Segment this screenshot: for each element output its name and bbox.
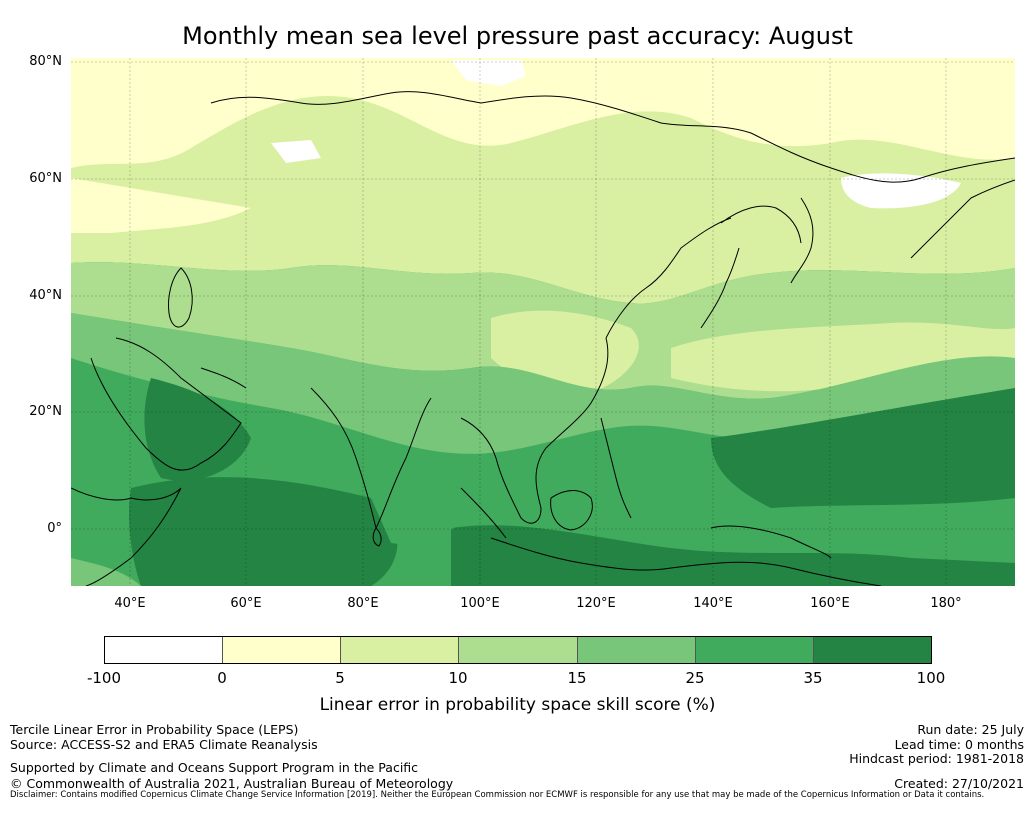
colorbar-tick: 25 (685, 669, 705, 687)
coastline-arctic (210, 91, 1015, 183)
colorbar-tick: -100 (86, 669, 122, 687)
colorbar-tick: 10 (448, 669, 468, 687)
colorbar-tick: 15 (567, 669, 587, 687)
skill-region-white-1 (451, 60, 526, 86)
lon-label-40e: 40°E (114, 596, 146, 611)
run-date-text: Run date: 25 July (917, 722, 1024, 737)
lon-label-160e: 160°E (810, 596, 850, 611)
source-text: Source: ACCESS-S2 and ERA5 Climate Reana… (10, 737, 318, 752)
skill-region-dark-green-south (451, 525, 1015, 586)
colorbar-segment (340, 637, 459, 663)
coastline-persian-gulf (200, 367, 247, 389)
colorbar-tick: 0 (217, 669, 227, 687)
method-text: Tercile Linear Error in Probability Spac… (10, 722, 299, 737)
skill-region-light-green-south-indian (371, 494, 461, 545)
skill-region-pacific-pale (671, 322, 1015, 392)
coastline-arabia (90, 337, 242, 471)
graticule (71, 58, 1015, 586)
colorbar-segment (458, 637, 577, 663)
coastline-indonesia (490, 537, 882, 586)
colorbar-segment (576, 637, 695, 663)
lat-label-0: 0° (47, 521, 62, 536)
map-canvas (71, 58, 1015, 586)
skill-region-dark-green-west (144, 378, 251, 481)
coastline-alaska (910, 179, 1015, 259)
coastline-southeast-asia (460, 337, 609, 524)
skill-region-north-pale (71, 58, 1015, 168)
skill-region-dark-green-pacific (711, 388, 1015, 508)
disclaimer-text: Disclaimer: Contains modified Copernicus… (10, 790, 985, 800)
coastline-africa-horn (71, 487, 182, 586)
coastline-kamchatka (790, 197, 814, 284)
skill-region-west-pale (71, 178, 251, 233)
lon-label-140e: 140°E (693, 596, 733, 611)
skill-region-medium-green (71, 313, 1015, 454)
coastline-okhotsk (720, 205, 802, 244)
coastlines (71, 91, 1015, 586)
coastline-borneo (550, 490, 593, 531)
lon-label-60e: 60°E (230, 596, 262, 611)
coastline-sumatra (460, 487, 507, 539)
created-text: Created: 27/10/2021 (894, 776, 1024, 791)
lat-label-60n: 60°N (29, 171, 62, 186)
colorbar-label: Linear error in probability space skill … (319, 695, 716, 715)
copyright-text: © Commonwealth of Australia 2021, Austra… (10, 776, 454, 791)
coastline-china-east (605, 217, 732, 339)
colorbar-segment (105, 637, 223, 663)
map-title: Monthly mean sea level pressure past acc… (182, 22, 853, 50)
colorbar-tick: 5 (335, 669, 345, 687)
skill-region-white-3 (271, 140, 321, 163)
colorbar-segment (694, 637, 813, 663)
skill-region-medium-green-southwest (71, 558, 141, 586)
colorbar-segment (222, 637, 341, 663)
coastline-caspian (168, 267, 193, 328)
lon-label-120e: 120°E (576, 596, 616, 611)
lat-label-80n: 80°N (29, 54, 62, 69)
coastline-philippines (600, 417, 632, 519)
lon-label-80e: 80°E (347, 596, 379, 611)
colorbar-tick: 100 (916, 669, 946, 687)
coastline-new-guinea (710, 525, 832, 559)
coastline-sri-lanka (372, 527, 382, 547)
lat-label-40n: 40°N (29, 288, 62, 303)
lon-label-100e: 100°E (460, 596, 500, 611)
lat-label-20n: 20°N (29, 404, 62, 419)
colorbar-tick: 35 (803, 669, 823, 687)
skill-region-white-2 (841, 173, 961, 209)
lon-label-180: 180° (930, 596, 962, 611)
colorbar (104, 636, 932, 664)
lead-time-text: Lead time: 0 months (894, 737, 1024, 752)
colorbar-segment (812, 637, 931, 663)
skill-score-map (71, 58, 1015, 586)
skill-region-dark-green-indian (129, 477, 398, 586)
hindcast-text: Hindcast period: 1981-2018 (849, 751, 1024, 766)
coastline-japan (700, 247, 740, 329)
support-text: Supported by Climate and Oceans Support … (10, 760, 419, 775)
